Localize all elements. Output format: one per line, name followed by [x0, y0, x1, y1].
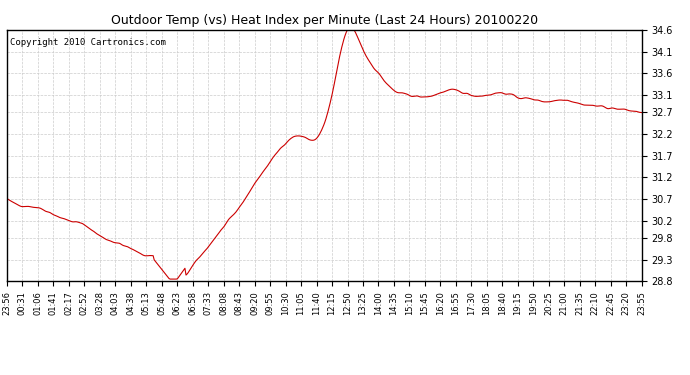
Text: Copyright 2010 Cartronics.com: Copyright 2010 Cartronics.com: [10, 38, 166, 46]
Title: Outdoor Temp (vs) Heat Index per Minute (Last 24 Hours) 20100220: Outdoor Temp (vs) Heat Index per Minute …: [110, 15, 538, 27]
